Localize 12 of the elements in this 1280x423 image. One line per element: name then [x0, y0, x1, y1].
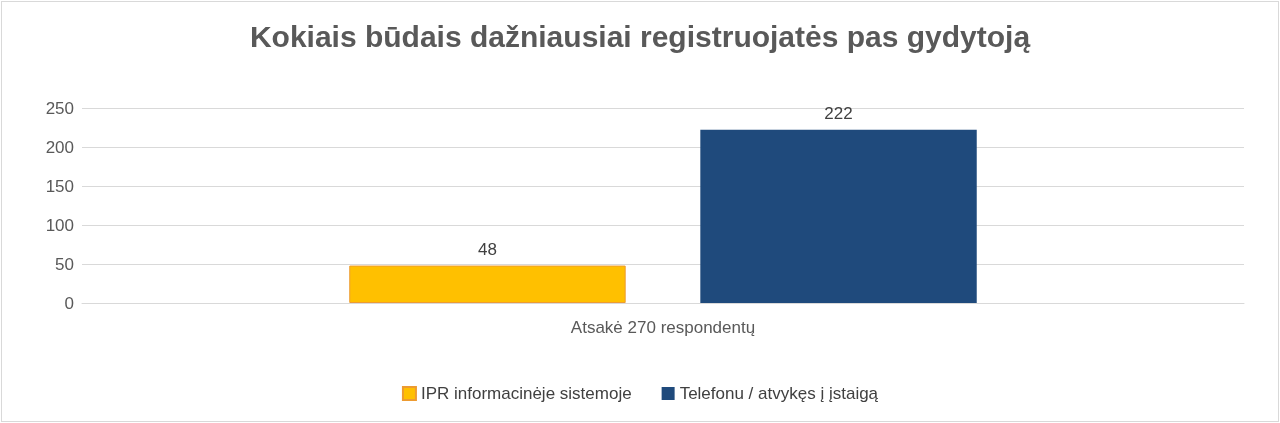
legend-label: Telefonu / atvykęs į įstaigą — [679, 384, 879, 403]
y-tick-label: 150 — [45, 176, 74, 196]
legend-label: IPR informacinėje sistemoje — [420, 384, 632, 403]
y-tick-label: 50 — [55, 254, 74, 274]
y-tick-label: 250 — [45, 98, 74, 118]
data-label: 222 — [824, 103, 853, 123]
chart-title: Kokiais būdais dažniausiai registruojatės pas gydytoją — [249, 19, 1031, 53]
data-label: 48 — [478, 239, 497, 259]
y-tick-label: 0 — [64, 293, 74, 313]
y-tick-label: 100 — [45, 215, 74, 235]
y-tick-label: 200 — [45, 137, 74, 157]
x-tick-label: Atsakė 270 respondentų — [570, 318, 756, 337]
